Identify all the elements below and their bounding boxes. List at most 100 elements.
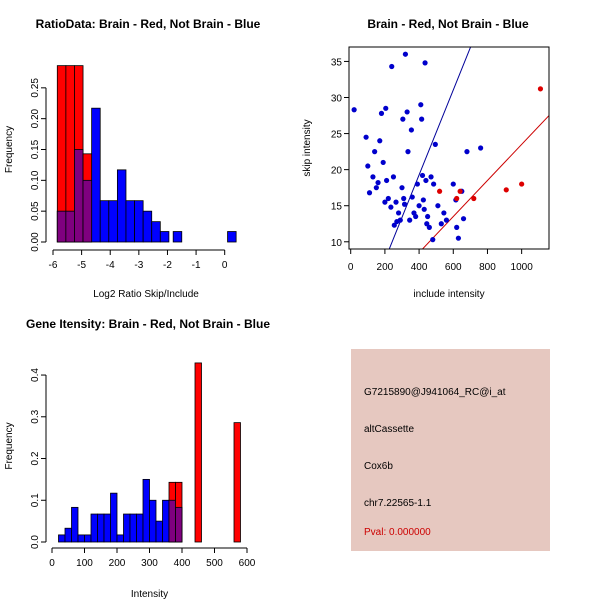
point-not-brain — [420, 197, 426, 203]
bar-not-brain — [155, 520, 163, 543]
point-not-brain — [363, 134, 369, 140]
point-not-brain — [422, 60, 428, 66]
point-not-brain — [366, 190, 373, 196]
y-tick-label: 0.25 — [30, 78, 41, 98]
bar-overlap — [175, 506, 183, 543]
ratio-histogram-panel: -6 -5 -4 -3 -2 -1 0 0.00 0.05 0.10 0.15 0.20 0.25 Rat… — [4, 17, 261, 300]
y-tick-label: 0.1 — [30, 493, 41, 507]
point-not-brain — [423, 177, 429, 184]
point-not-brain — [432, 141, 438, 147]
y-tick-label: 0.05 — [30, 201, 41, 221]
y-axis-label: skip intensity — [302, 119, 313, 176]
x-tick-label: 100 — [76, 558, 93, 569]
fit-line-brain — [421, 115, 549, 249]
x-tick-label: -2 — [163, 260, 172, 271]
point-not-brain — [421, 206, 427, 212]
x-tick-label: 0 — [222, 260, 228, 271]
bar-not-brain — [142, 478, 150, 543]
point-not-brain — [443, 217, 450, 223]
point-not-brain — [438, 221, 444, 227]
chart-title: Gene Itensity: Brain - Red, Not Brain - … — [26, 317, 270, 331]
point-not-brain — [383, 105, 389, 111]
point-not-brain — [430, 237, 436, 243]
plot-frame — [348, 46, 550, 250]
bar-not-brain — [116, 534, 124, 543]
bar-not-brain — [58, 534, 66, 543]
point-not-brain — [435, 203, 441, 209]
bar-not-brain — [77, 534, 85, 543]
point-brain — [454, 195, 460, 202]
y-tick-label: 0.15 — [30, 139, 41, 159]
point-not-brain — [378, 110, 385, 116]
y-axis-label: Frequency — [4, 422, 15, 469]
point-not-brain — [416, 203, 422, 209]
point-not-brain — [397, 217, 403, 223]
y-tick-label: 10 — [331, 238, 343, 249]
bar-not-brain — [90, 513, 98, 543]
bar-brain — [233, 422, 241, 543]
x-tick-label: 200 — [377, 262, 394, 273]
x-tick-label: -4 — [106, 260, 115, 271]
bar-not-brain — [151, 221, 161, 243]
point-not-brain — [441, 210, 447, 216]
point-not-brain — [370, 174, 376, 180]
bar-not-brain — [134, 200, 144, 243]
x-tick-label: -1 — [192, 260, 201, 271]
point-not-brain — [419, 116, 425, 122]
point-not-brain — [372, 149, 378, 155]
x-axis-label: Intensity — [131, 589, 168, 600]
point-not-brain — [428, 174, 434, 180]
x-tick-label: 400 — [411, 262, 428, 273]
point-not-brain — [409, 194, 415, 200]
scatter-plot-panel: 0 200 400 600 800 1000 10 15 20 25 30 35 Brain - Red… — [302, 17, 550, 300]
bar-not-brain — [99, 200, 110, 243]
bar-overlap — [56, 210, 67, 243]
point-brain — [436, 188, 443, 194]
bar-overlap — [168, 499, 176, 543]
point-not-brain — [380, 159, 386, 166]
point-brain — [503, 187, 509, 193]
x-tick-label: 1000 — [511, 262, 534, 273]
point-not-brain — [426, 224, 432, 230]
point-not-brain — [431, 181, 437, 187]
point-not-brain — [401, 195, 407, 202]
point-not-brain — [385, 195, 391, 202]
x-tick-label: 600 — [445, 262, 462, 273]
bar-not-brain — [227, 231, 237, 243]
point-not-brain — [407, 217, 413, 223]
point-not-brain — [413, 213, 419, 220]
bar-not-brain — [64, 527, 72, 543]
point-not-brain — [418, 102, 424, 108]
probe-info-panel: G7215890@J941064_RC@i_at altCassette Cox… — [351, 349, 550, 551]
point-not-brain — [478, 145, 484, 151]
point-not-brain — [377, 138, 383, 144]
bar-not-brain — [149, 499, 157, 543]
y-tick-label: 15 — [331, 202, 343, 213]
bar-not-brain — [71, 506, 79, 543]
point-brain — [471, 195, 477, 202]
bar-brain — [194, 362, 202, 543]
bar-not-brain — [172, 231, 183, 243]
x-tick-label: 500 — [206, 558, 223, 569]
point-brain — [519, 181, 525, 187]
y-tick-label: 35 — [331, 57, 343, 68]
bar-not-brain — [129, 513, 137, 543]
location-text: chr7.22565-1.1 — [364, 498, 432, 509]
point-not-brain — [393, 199, 399, 205]
x-tick-label: -3 — [134, 260, 143, 271]
point-not-brain — [351, 107, 357, 113]
bar-not-brain — [142, 210, 153, 243]
gene-name-text: Cox6b — [364, 461, 393, 472]
intensity-histogram-panel: 0 100 200 300 400 500 600 0.0 0.1 0.2 0.3 0.4 Gene I… — [4, 317, 270, 600]
bar-not-brain — [136, 513, 144, 543]
bar-not-brain — [84, 534, 92, 543]
x-tick-label: 300 — [141, 558, 158, 569]
point-not-brain — [382, 199, 388, 205]
x-tick-label: -5 — [77, 260, 86, 271]
x-tick-label: 600 — [239, 558, 256, 569]
point-not-brain — [390, 174, 397, 180]
fit-line-not-brain — [388, 47, 472, 249]
bar-not-brain — [108, 200, 118, 243]
point-not-brain — [384, 177, 390, 184]
event-type-text: altCassette — [364, 424, 415, 435]
